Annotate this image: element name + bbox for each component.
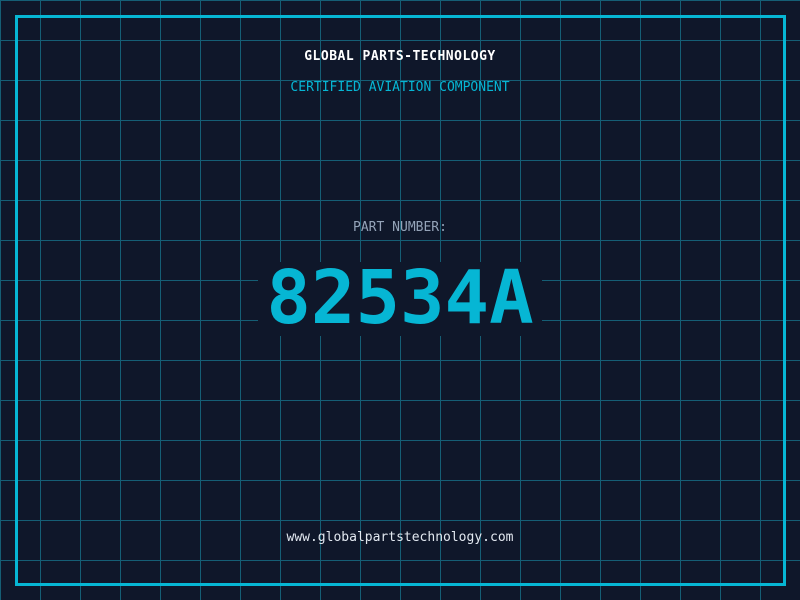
part-number-backdrop bbox=[258, 262, 542, 336]
certification-subtitle: CERTIFIED AVIATION COMPONENT bbox=[290, 80, 510, 95]
part-number-value: 82534A bbox=[266, 255, 534, 341]
part-number-label: PART NUMBER: bbox=[353, 220, 447, 235]
company-title: GLOBAL PARTS-TECHNOLOGY bbox=[304, 49, 496, 64]
border-frame bbox=[15, 15, 786, 586]
website-url: www.globalpartstechnology.com bbox=[286, 530, 514, 545]
